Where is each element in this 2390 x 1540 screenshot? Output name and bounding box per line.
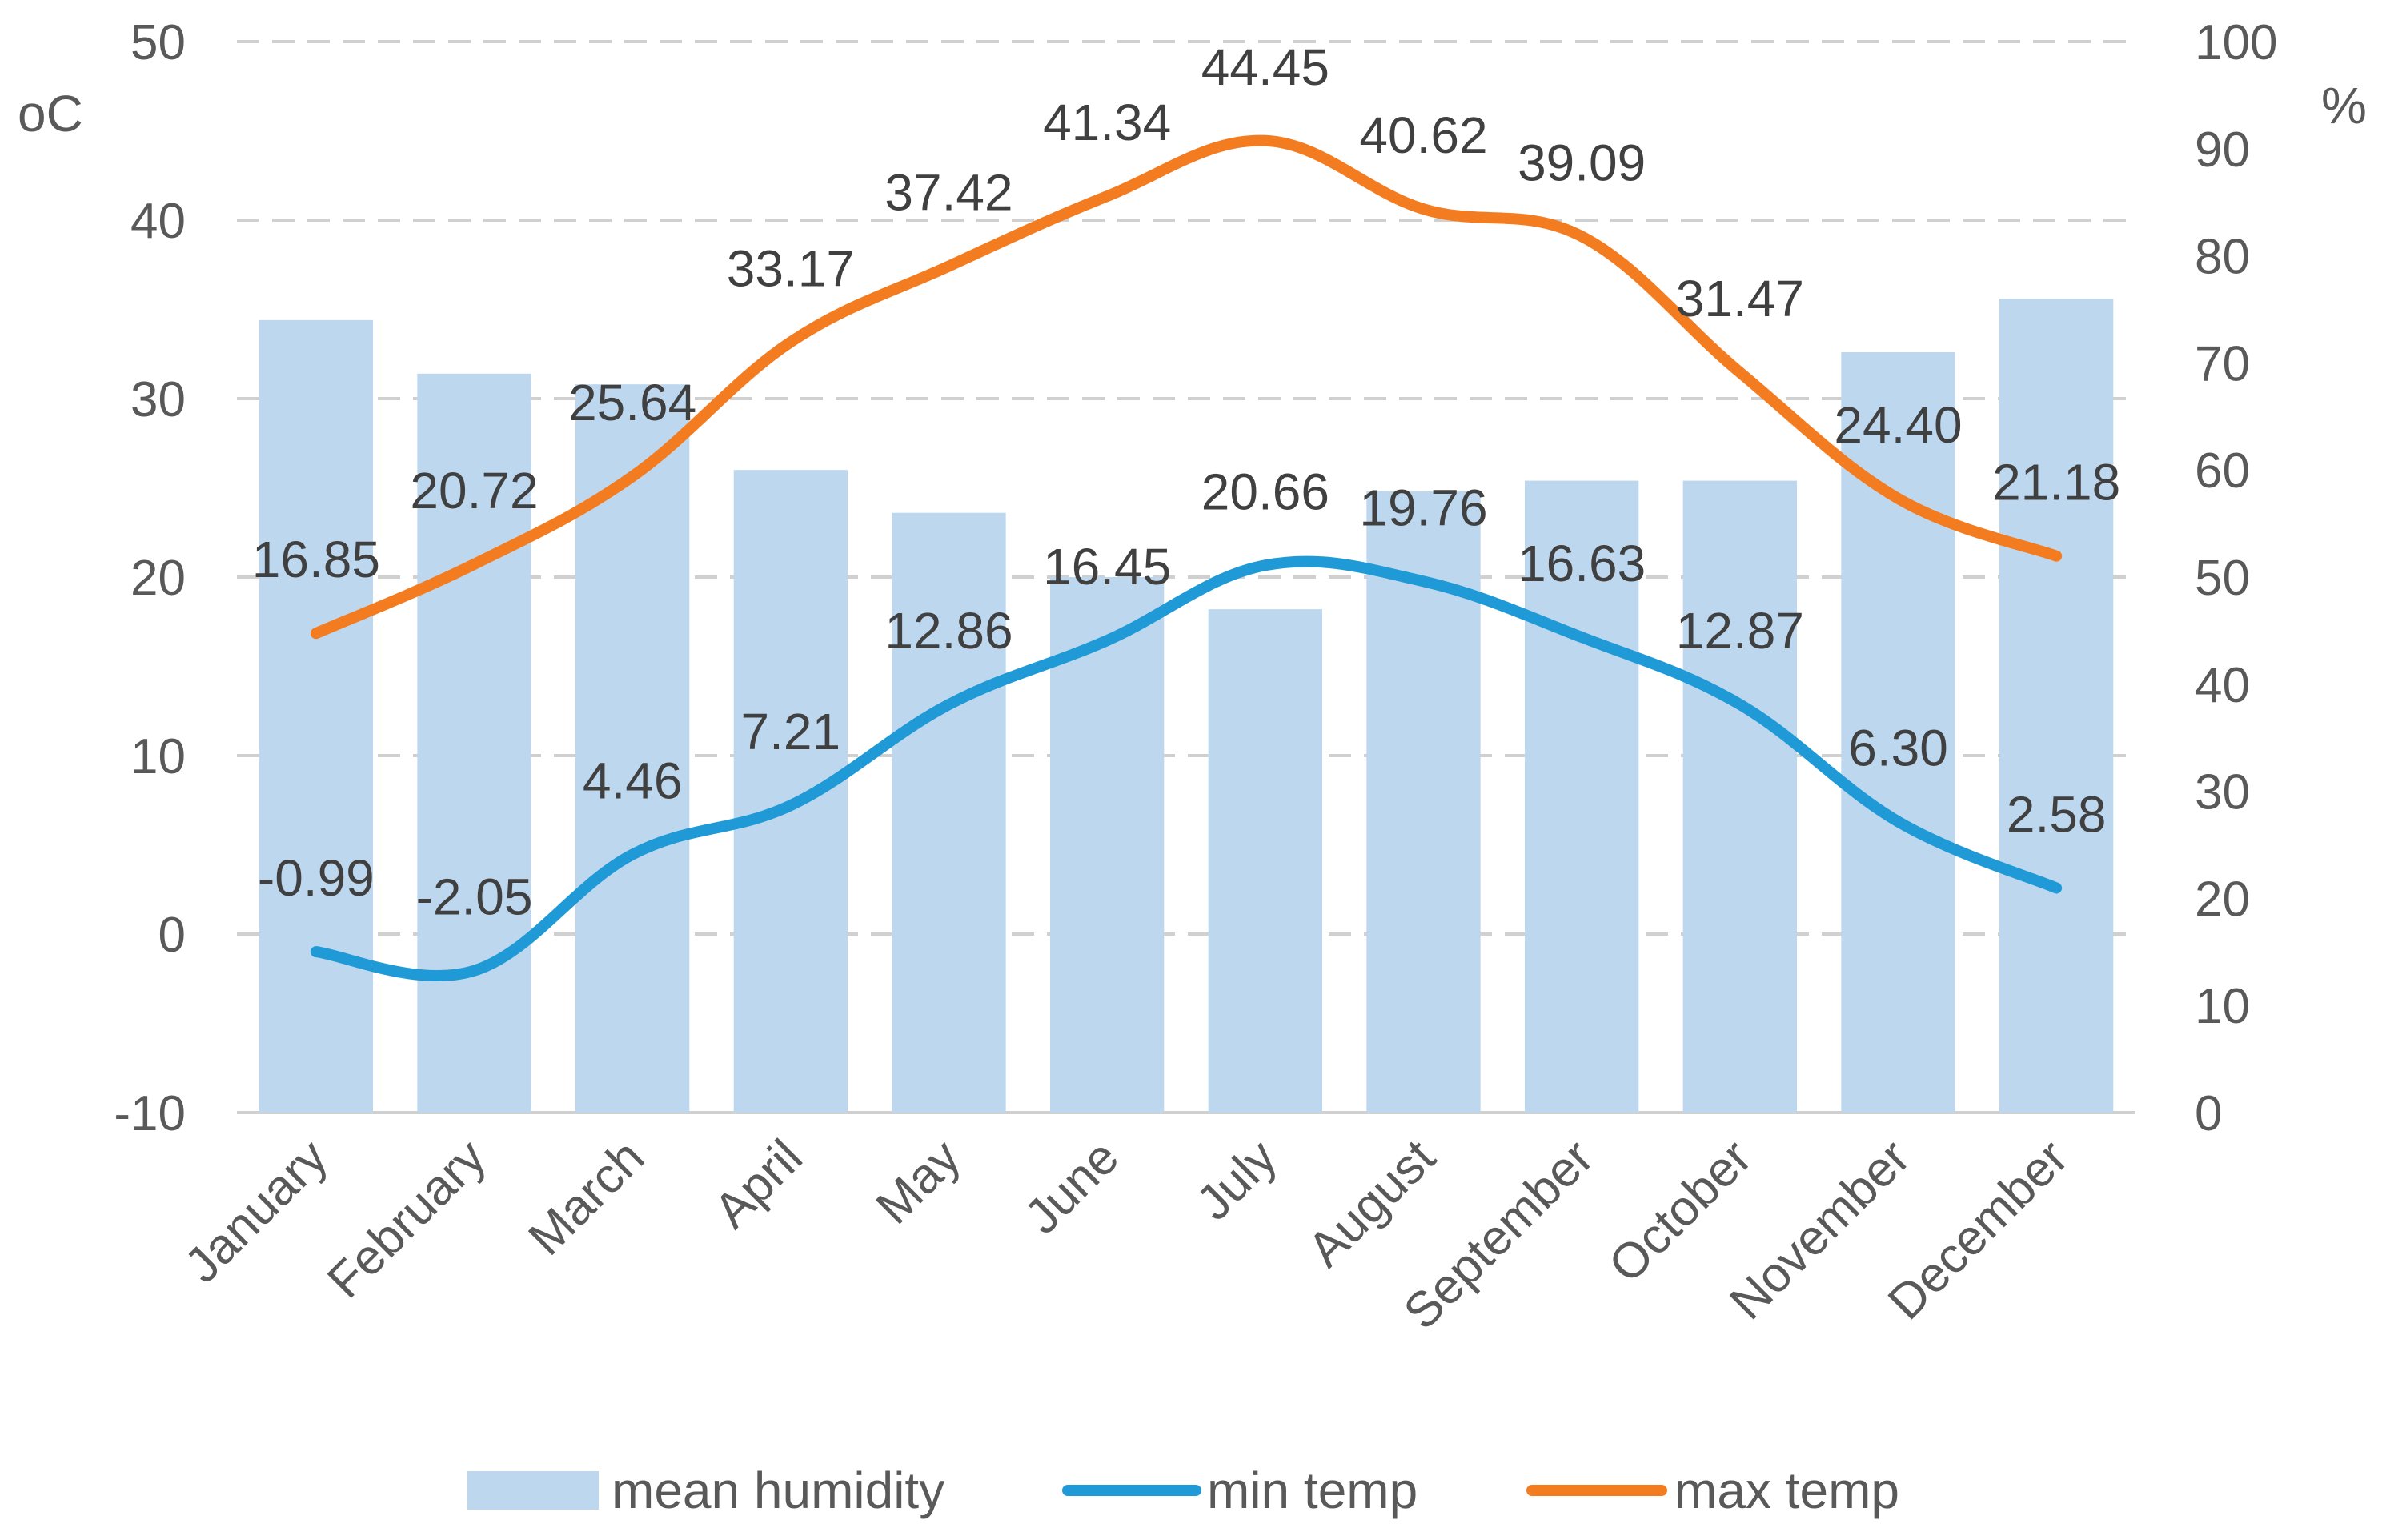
bar-mean-humidity-september (1525, 480, 1639, 1113)
bar-mean-humidity-february (417, 373, 531, 1113)
bar-mean-humidity-june (1050, 577, 1165, 1113)
data-label-min-temp: 19.76 (1359, 479, 1487, 536)
data-label-min-temp: 16.63 (1518, 535, 1646, 592)
right-axis-tick: 40 (2195, 658, 2250, 713)
category-label: August (1297, 1129, 1446, 1277)
bar-mean-humidity-july (1208, 609, 1322, 1113)
data-label-max-temp: 39.09 (1518, 134, 1646, 191)
data-label-min-temp: 16.45 (1043, 538, 1171, 596)
bar-mean-humidity-may (892, 512, 1006, 1113)
category-label: March (518, 1129, 655, 1266)
data-label-min-temp: 2.58 (2007, 785, 2107, 843)
left-axis-tick: 10 (130, 729, 186, 784)
data-label-min-temp: 7.21 (741, 703, 841, 760)
data-label-max-temp: 31.47 (1676, 270, 1804, 327)
category-label: February (317, 1129, 496, 1309)
data-label-min-temp: 4.46 (583, 752, 683, 810)
left-axis-unit: oC (18, 85, 83, 142)
left-axis-tick: 40 (130, 194, 186, 249)
right-axis-unit: % (2321, 77, 2367, 134)
bar-mean-humidity-january (259, 319, 373, 1113)
left-axis-tick: 50 (130, 15, 186, 70)
left-axis-tick: 30 (130, 372, 186, 427)
right-axis-tick: 50 (2195, 551, 2250, 606)
humidity-bars (259, 299, 2114, 1113)
data-label-max-temp: 21.18 (1992, 454, 2120, 511)
right-axis-tick: 70 (2195, 336, 2250, 391)
bar-mean-humidity-december (1999, 299, 2114, 1113)
axes: oC % 50403020100-10100908070605040302010… (18, 15, 2367, 1141)
data-label-max-temp: 41.34 (1043, 94, 1171, 151)
data-label-min-temp: 12.86 (884, 602, 1013, 660)
right-axis-tick: 10 (2195, 979, 2250, 1034)
data-label-max-temp: 37.42 (884, 164, 1013, 222)
data-label-min-temp: 6.30 (1848, 720, 1948, 777)
legend-label-min-temp: min temp (1207, 1462, 1418, 1519)
legend-label-max-temp: max temp (1674, 1462, 1899, 1519)
data-label-max-temp: 25.64 (568, 374, 696, 431)
bar-mean-humidity-october (1682, 480, 1797, 1113)
left-axis-tick: -10 (114, 1086, 186, 1141)
bar-mean-humidity-march (575, 384, 690, 1113)
data-label-min-temp: 12.87 (1676, 602, 1804, 660)
category-label: May (866, 1129, 972, 1235)
line-max-temp (310, 134, 2063, 640)
legend-label-mean-humidity: mean humidity (612, 1462, 944, 1519)
right-axis-tick: 90 (2195, 122, 2250, 178)
line-min-temp (310, 555, 2063, 982)
right-axis-tick: 20 (2195, 872, 2250, 927)
category-label: April (704, 1129, 812, 1238)
left-axis-tick: 20 (130, 551, 186, 606)
category-label: June (1014, 1129, 1129, 1245)
temperature-lines (310, 134, 2063, 982)
data-label-max-temp: 44.45 (1201, 38, 1329, 96)
right-axis-tick: 100 (2195, 15, 2277, 70)
data-label-max-temp: 33.17 (727, 239, 855, 297)
category-label: January (174, 1129, 339, 1293)
bar-mean-humidity-april (733, 470, 848, 1113)
data-label-min-temp: 20.66 (1201, 463, 1329, 520)
left-axis-tick: 0 (158, 908, 186, 963)
category-label: October (1598, 1129, 1762, 1293)
data-label-max-temp: 16.85 (252, 531, 380, 588)
right-axis-tick: 60 (2195, 443, 2250, 499)
data-label-max-temp: 24.40 (1834, 396, 1962, 454)
legend: mean humidity min temp max temp (467, 1462, 1899, 1519)
category-label: July (1186, 1129, 1288, 1231)
data-label-min-temp: -2.05 (416, 868, 533, 926)
legend-swatch-mean-humidity (467, 1471, 599, 1510)
right-axis-tick: 80 (2195, 230, 2250, 285)
right-axis-tick: 0 (2195, 1086, 2222, 1141)
data-labels: -0.99 -2.05 4.46 7.21 12.86 16.45 20.66 19.76 16… (252, 38, 2120, 926)
right-axis-tick: 30 (2195, 765, 2250, 820)
gridlines (237, 40, 2135, 1114)
data-label-max-temp: 20.72 (410, 462, 538, 519)
data-label-min-temp: -0.99 (258, 849, 375, 907)
data-label-max-temp: 40.62 (1359, 106, 1487, 164)
